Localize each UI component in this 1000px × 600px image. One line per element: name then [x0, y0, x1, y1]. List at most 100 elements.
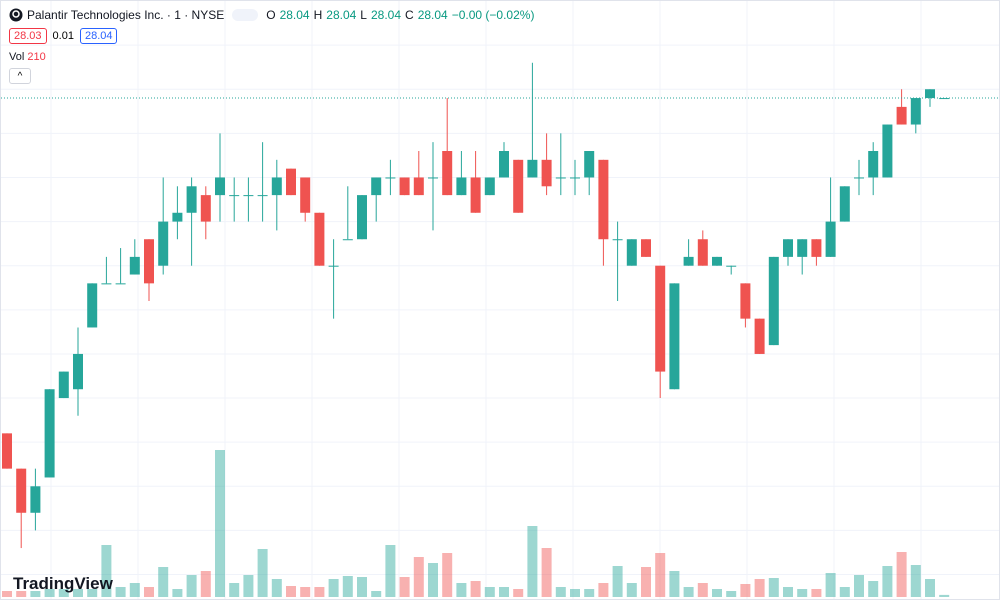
volume-bar: [726, 591, 737, 597]
volume-bar: [286, 586, 296, 597]
candle-body: [854, 177, 864, 179]
candle-body: [385, 177, 396, 179]
volume-bar: [399, 577, 410, 597]
volume-bar: [541, 548, 552, 597]
c-value: 28.04: [417, 8, 448, 22]
volume-bar: [442, 553, 453, 597]
volume-bar: [555, 587, 566, 597]
collapse-button[interactable]: ^: [9, 68, 31, 84]
candle-body: [271, 177, 282, 196]
volume-bar: [300, 587, 311, 597]
bid[interactable]: 28.03: [9, 28, 47, 44]
candle-body: [215, 177, 225, 196]
candle-body: [442, 151, 453, 196]
candle-body: [541, 159, 552, 187]
candle-body: [428, 177, 438, 179]
volume-bar: [740, 584, 751, 597]
status: [232, 9, 259, 21]
volume-bar: [626, 583, 637, 597]
volume-bar: [754, 579, 765, 597]
candle-body: [570, 177, 580, 179]
volume-bar: [655, 553, 666, 597]
candle-body: [158, 221, 169, 266]
volume-bar: [612, 566, 623, 597]
ask[interactable]: 28.04: [79, 28, 118, 44]
change: −0.00 (−0.02%): [451, 8, 535, 22]
volume-bar: [186, 575, 197, 597]
candle-body: [243, 195, 254, 197]
volume-bar: [499, 587, 509, 597]
h-value: 28.04: [326, 8, 357, 22]
candle-body: [555, 177, 566, 179]
volume-legend: Vol 210: [9, 51, 46, 63]
volume-bar: [87, 589, 98, 597]
volume-bar: [413, 557, 424, 597]
volume-bar: [527, 526, 538, 597]
volume-bar: [428, 563, 438, 597]
candle-body: [300, 177, 311, 213]
volume-bar: [584, 589, 595, 597]
logo: [9, 8, 23, 22]
symbol[interactable]: Palantir Technologies Inc. · 1 · NYSE: [27, 8, 225, 22]
candle-body: [328, 265, 339, 267]
volume-bar: [712, 589, 722, 597]
legend: Palantir Technologies Inc. · 1 · NYSE O 2…: [9, 8, 534, 22]
volume-bar: [854, 575, 864, 597]
volume-bar: [484, 587, 495, 597]
volume-bar: [641, 567, 651, 597]
candle-body: [144, 239, 154, 284]
volume-bar: [357, 577, 367, 597]
volume-bar: [825, 573, 836, 597]
candle-body: [44, 389, 55, 478]
candle-body: [839, 186, 850, 222]
candle-body: [342, 239, 353, 241]
volume-bar: [30, 591, 41, 597]
volume-bar: [215, 450, 225, 597]
volume-bar: [598, 583, 609, 597]
volume-bar: [882, 566, 893, 597]
c-label: C: [405, 8, 414, 22]
candle-body: [513, 159, 524, 213]
candle-body: [286, 168, 296, 196]
volume-bar: [314, 587, 325, 597]
candle-body: [612, 239, 623, 241]
candle-body: [641, 239, 651, 257]
volume-bar: [144, 587, 154, 597]
candle-body: [456, 177, 467, 196]
volume-bar: [58, 589, 69, 597]
volume-bar: [925, 579, 935, 597]
candle-body: [499, 151, 509, 178]
volume-bar: [2, 591, 12, 597]
volume-bar: [868, 581, 879, 597]
candle-body: [73, 353, 83, 390]
o-label: O: [266, 8, 276, 22]
candle-body: [484, 177, 495, 196]
volume-bar: [797, 589, 808, 597]
volume-bar: [896, 552, 907, 597]
candle-body: [797, 239, 808, 257]
volume-bar: [115, 587, 126, 597]
candle-body: [598, 159, 609, 240]
candle-body: [726, 265, 737, 267]
volume-bar: [200, 571, 211, 597]
candle-body: [470, 177, 481, 213]
candle-body: [783, 239, 793, 257]
vol-label: Vol: [9, 51, 25, 63]
candle-body: [30, 486, 41, 513]
volume-bar: [257, 549, 268, 597]
l-label: L: [360, 8, 367, 22]
candle-body: [925, 89, 935, 99]
volume-bar: [783, 587, 793, 597]
candle-body: [314, 212, 325, 266]
candle-body: [101, 283, 112, 285]
candle-body: [2, 433, 12, 469]
candle-body: [584, 151, 595, 178]
candle-body: [825, 221, 836, 257]
candle-body: [129, 256, 140, 275]
volume-bar: [385, 545, 396, 597]
candle-body: [16, 468, 27, 513]
candle-body: [740, 283, 751, 319]
candle-body: [669, 283, 680, 390]
